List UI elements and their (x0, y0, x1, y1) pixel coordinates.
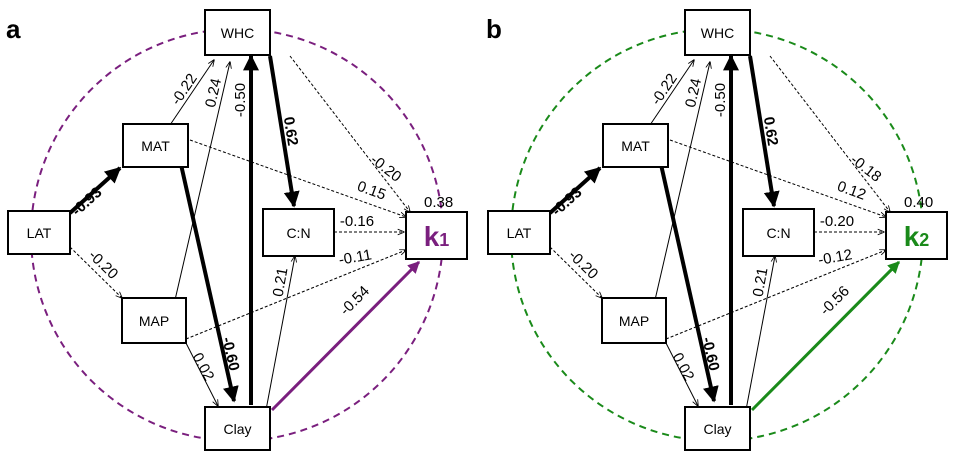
panel-b: b WHC MAT LAT C:N (486, 9, 948, 451)
coef-mat-k-a: 0.15 (355, 178, 388, 204)
arrow-map-whc-b (654, 62, 710, 301)
panel-a: a WHC MAT LAT C:N (6, 9, 468, 451)
svg-text:Clay: Clay (223, 421, 251, 437)
node-mat-a: MAT (122, 123, 189, 168)
coef-lat-map-a: -0.20 (85, 247, 121, 283)
svg-text:k1: k1 (424, 221, 450, 252)
svg-text:MAP: MAP (619, 313, 649, 329)
arrow-mat-whc-b (649, 60, 694, 126)
coef-clay-whc-a: -0.50 (232, 83, 249, 117)
coef-mat-clay-a: -0.60 (218, 335, 242, 372)
arrow-lat-map-b (549, 246, 602, 298)
coef-clay-whc-b: -0.50 (712, 83, 729, 117)
svg-text:k2: k2 (904, 221, 930, 252)
target-sub-b: 2 (919, 230, 929, 250)
arrow-mat-clay-a (178, 159, 239, 403)
arrow-whc-cn-b (748, 55, 780, 208)
svg-text:LAT: LAT (27, 225, 52, 241)
coef-whc-cn-b: 0.62 (760, 116, 781, 148)
coef-map-k-a: -0.11 (337, 246, 373, 268)
arrow-mat-k-a (189, 139, 406, 217)
arrow-lat-map-a (69, 246, 122, 298)
coef-lat-mat-b: -0.93 (549, 184, 586, 220)
node-cn-b: C:N (742, 208, 815, 257)
arrow-mat-k-b (669, 139, 886, 217)
r2-a: 0.38 (424, 194, 453, 211)
node-lat-b: LAT (487, 210, 551, 255)
node-map-a: MAP (121, 297, 187, 344)
svg-text:WHC: WHC (701, 25, 734, 41)
arrow-whc-k-b (769, 55, 890, 212)
node-map-b: MAP (601, 297, 667, 344)
svg-text:MAT: MAT (621, 138, 650, 154)
svg-text:Clay: Clay (703, 421, 731, 437)
arrow-whc-cn-a (268, 55, 300, 208)
coef-map-k-b: -0.12 (817, 246, 854, 269)
svg-text:WHC: WHC (221, 25, 254, 41)
arrow-lat-mat-b (548, 166, 602, 215)
coef-clay-cn-b: 0.21 (750, 266, 772, 298)
coef-cn-k-b: -0.20 (820, 213, 854, 230)
node-mat-b: MAT (602, 123, 669, 168)
node-whc-a: WHC (204, 9, 271, 56)
arrow-clay-k-a (270, 260, 421, 412)
svg-text:LAT: LAT (507, 225, 532, 241)
svg-text:C:N: C:N (766, 225, 790, 241)
coef-map-whc-b: 0.24 (682, 77, 705, 109)
target-sub-a: 1 (439, 230, 449, 250)
panel-letter-b: b (486, 14, 502, 44)
svg-text:MAT: MAT (141, 138, 170, 154)
arrow-map-clay-a (185, 342, 218, 406)
node-k-b: k2 (885, 211, 948, 260)
coef-lat-map-b: -0.20 (565, 247, 601, 283)
node-whc-b: WHC (684, 9, 751, 56)
coef-whc-cn-a: 0.62 (280, 116, 301, 148)
node-k-a: k1 (405, 211, 468, 260)
coef-clay-cn-a: 0.21 (270, 266, 292, 298)
coef-map-clay-b: 0.02 (669, 350, 698, 384)
node-clay-a: Clay (204, 406, 271, 451)
coef-mat-whc-b: -0.22 (648, 71, 681, 109)
target-letter-a: k (424, 221, 440, 252)
coef-lat-mat-a: -0.93 (69, 184, 106, 220)
arrow-clay-cn-b (745, 256, 775, 411)
arrow-clay-cn-a (265, 256, 295, 411)
arrow-lat-mat-a (68, 166, 122, 215)
arrow-map-k-a (185, 250, 406, 340)
arrow-map-whc-a (174, 62, 230, 301)
svg-text:MAP: MAP (139, 313, 169, 329)
arrow-whc-k-a (289, 55, 410, 212)
coef-mat-clay-b: -0.60 (698, 335, 722, 372)
arrow-mat-clay-b (658, 159, 719, 403)
panel-letter-a: a (6, 14, 21, 44)
coef-map-clay-a: 0.02 (189, 350, 218, 384)
node-cn-a: C:N (262, 208, 335, 257)
coef-mat-whc-a: -0.22 (168, 71, 201, 109)
node-lat-a: LAT (7, 210, 71, 255)
target-letter-b: k (904, 221, 920, 252)
arrow-mat-whc-a (169, 60, 214, 126)
arrow-map-clay-b (665, 342, 698, 406)
arrow-map-k-b (665, 250, 886, 340)
r2-b: 0.40 (904, 194, 933, 211)
coef-map-whc-a: 0.24 (202, 77, 225, 109)
svg-text:C:N: C:N (286, 225, 310, 241)
coef-cn-k-a: -0.16 (340, 213, 374, 230)
coef-mat-k-b: 0.12 (835, 178, 868, 204)
node-clay-b: Clay (684, 406, 751, 451)
arrow-clay-k-b (750, 260, 901, 412)
